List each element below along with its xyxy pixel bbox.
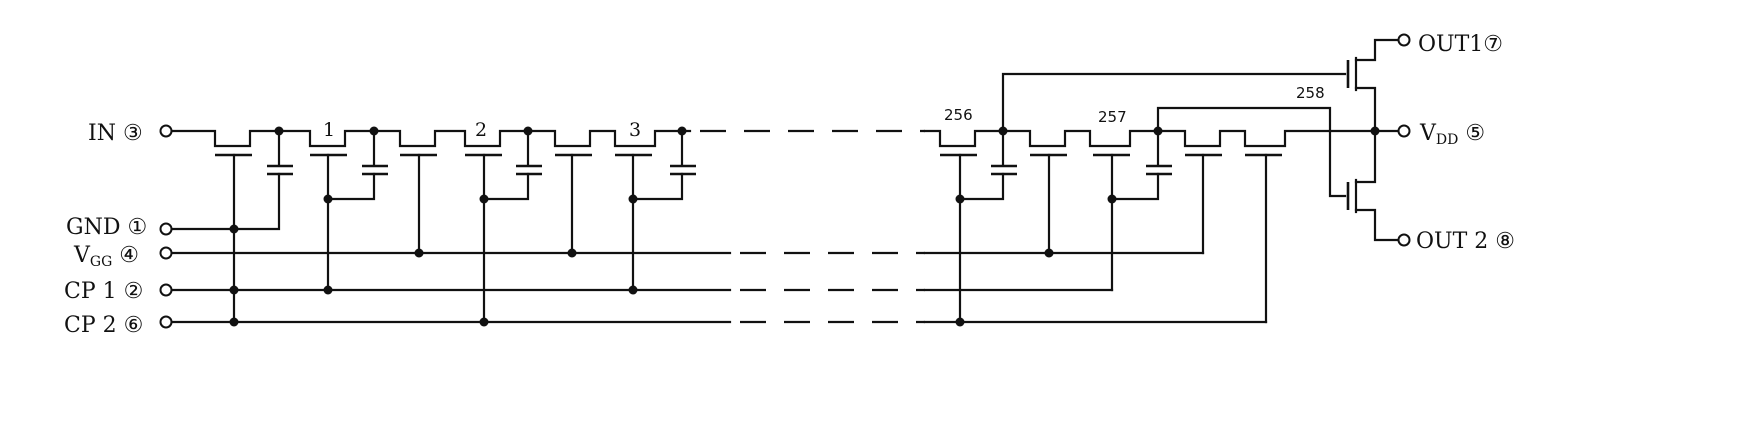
terminal-in: [159, 124, 173, 138]
pin-label-out1: OUT1⑦: [1418, 32, 1503, 57]
stage-label-258: 258: [1296, 84, 1325, 102]
terminal-out2: [1397, 233, 1411, 247]
stage-label-257: 257: [1098, 108, 1127, 126]
pin-label-cp1: CP 1 ②: [64, 279, 143, 304]
terminal-cp1: [159, 283, 173, 297]
terminal-vdd: [1397, 124, 1411, 138]
terminal-gnd: [159, 222, 173, 236]
pin-label-in: IN ③: [88, 121, 143, 146]
stage-label-256: 256: [944, 106, 973, 124]
terminal-vgg: [159, 246, 173, 260]
pin-label-vgg: VGG ④: [73, 243, 139, 270]
stage-label-3: 3: [629, 119, 641, 141]
junction-dots: [229, 126, 1380, 327]
output-stage: [1001, 38, 1402, 242]
pin-label-cp2: CP 2 ⑥: [64, 313, 143, 338]
gate-risers: [232, 153, 1268, 324]
pin-label-vdd: VDD ⑤: [1419, 121, 1485, 148]
signal-chain-right: [923, 129, 1332, 148]
terminals: [159, 33, 1411, 329]
terminal-out1: [1397, 33, 1411, 47]
pin-label-out2: OUT 2 ⑧: [1416, 229, 1515, 254]
stage-label-1: 1: [323, 119, 335, 141]
bias-and-clock-buses: [168, 251, 1268, 324]
stage-label-2: 2: [475, 119, 487, 141]
pin-label-gnd: GND ①: [66, 215, 147, 240]
terminal-cp2: [159, 315, 173, 329]
storage-capacitors: [168, 129, 1172, 231]
signal-chain-left: [168, 129, 692, 148]
